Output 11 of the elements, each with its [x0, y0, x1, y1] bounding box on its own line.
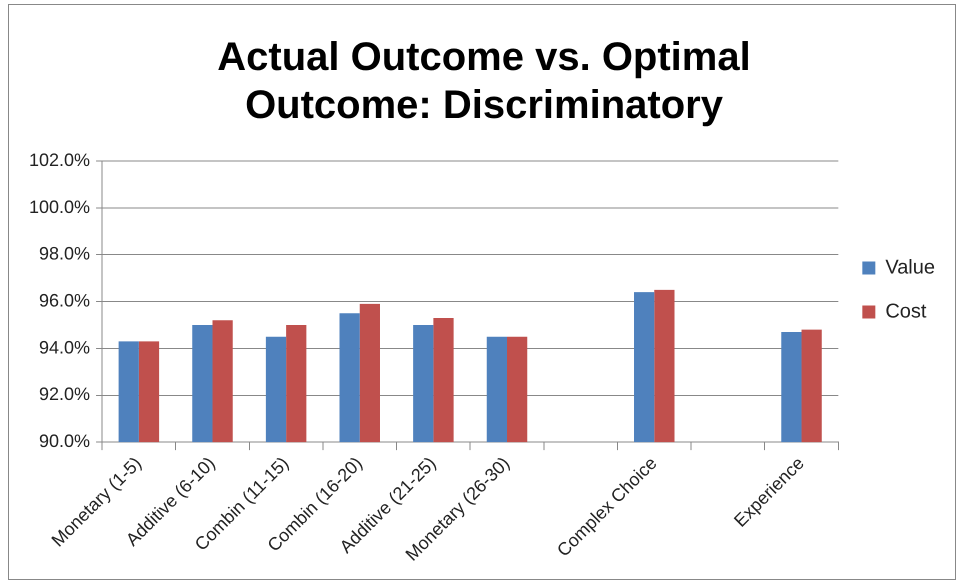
y-tick-label: 94.0%	[39, 337, 90, 358]
text: Outcome: Discriminatory	[245, 83, 723, 128]
legend-label: Cost	[885, 300, 927, 323]
y-tick-label: 90.0%	[39, 431, 90, 452]
text: Actual Outcome vs. Optimal	[217, 35, 751, 80]
y-tick-label: 102.0%	[28, 150, 90, 170]
y-tick-label: 92.0%	[39, 384, 90, 404]
y-tick-label: 98.0%	[39, 244, 90, 264]
y-tick-label: 96.0%	[39, 290, 90, 311]
y-tick-label: 100.0%	[28, 196, 90, 217]
legend-label: Value	[885, 256, 936, 279]
